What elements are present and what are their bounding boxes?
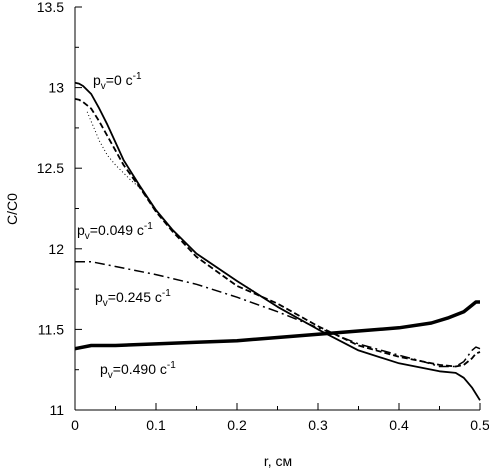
y-tick-label: 13.5 — [37, 0, 64, 15]
x-tick-label: 0.2 — [227, 417, 247, 433]
x-tick-label: 0.5 — [470, 417, 489, 433]
y-tick-label: 13 — [48, 80, 64, 96]
annotations: pv=0 c-1 pv=0.049 c-1 pv=0.245 c-1 pv=0.490… — [77, 71, 176, 381]
annotation-a3: pv=0.490 c-1 — [100, 360, 176, 381]
series-line-thick — [74, 300, 480, 351]
x-tick-label: 0.1 — [146, 417, 166, 433]
annotation-a2: pv=0.245 c-1 — [95, 288, 171, 309]
annotation-a0: pv=0 c-1 — [93, 71, 142, 92]
y-axis-label: C/C0 — [4, 193, 20, 225]
series-line-solid — [74, 81, 481, 401]
x-tick-label: 0.4 — [389, 417, 409, 433]
y-tick-label: 11.5 — [38, 321, 64, 337]
series-line-dashed — [74, 98, 481, 368]
x-tick-label: 0 — [71, 417, 79, 433]
y-tick-label: 12.5 — [37, 160, 64, 176]
series-layer — [74, 81, 481, 401]
series-line-dashdot — [75, 260, 481, 368]
y-tick-label: 11 — [49, 402, 64, 418]
series-line-dotted — [86, 111, 254, 292]
y-tick-label: 12 — [48, 241, 64, 257]
x-tick-label: 0.3 — [308, 417, 328, 433]
axes: 0 0.1 0.2 0.3 0.4 0.5 11 11.5 12 12.5 13 13.5 — [37, 0, 489, 433]
annotation-a1: pv=0.049 c-1 — [77, 221, 153, 242]
x-axis-label: r, см — [264, 453, 292, 469]
